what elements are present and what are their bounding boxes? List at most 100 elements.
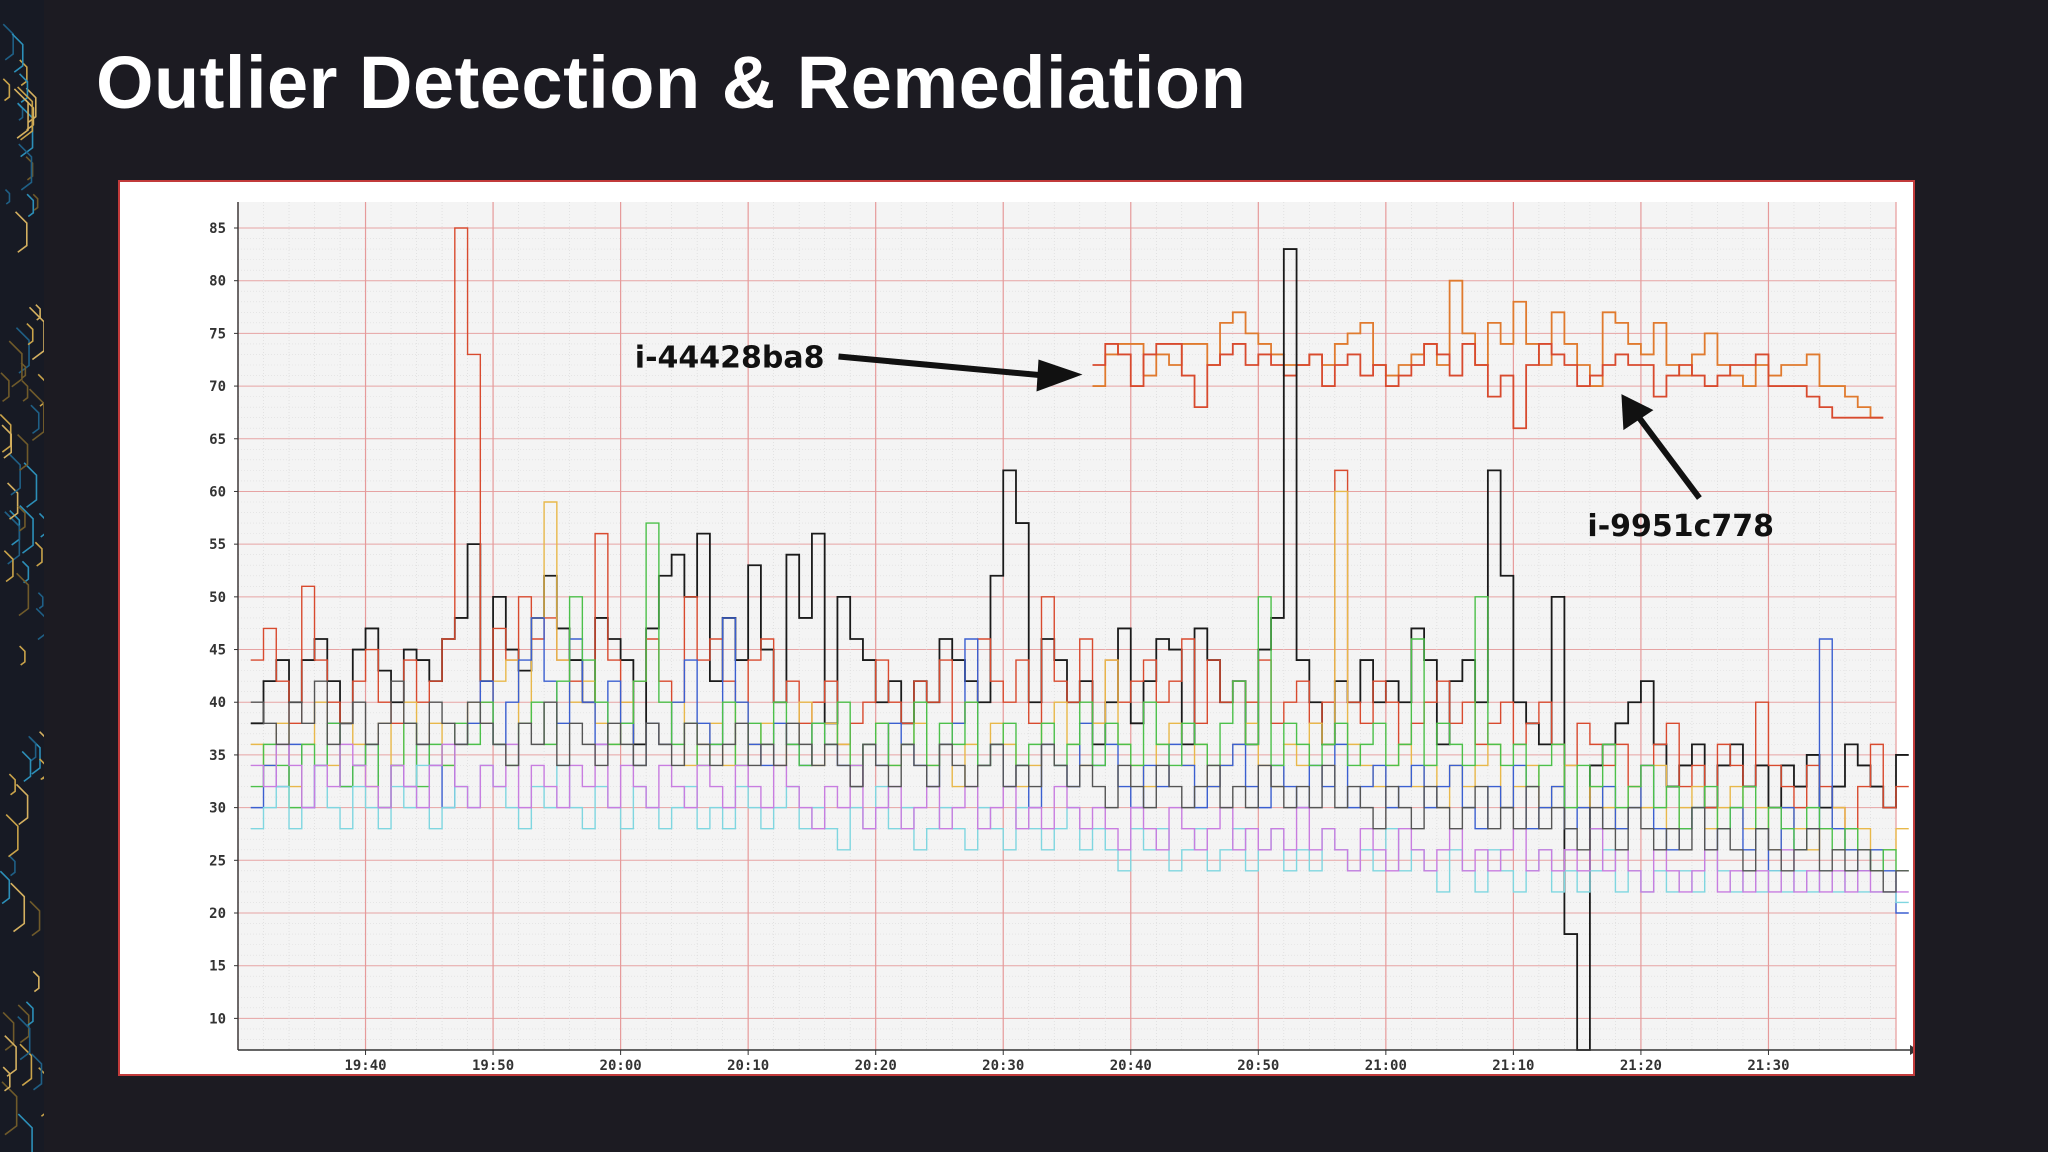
- circuit-trace: [1, 1081, 18, 1136]
- circuit-trace: [28, 388, 44, 442]
- circuit-trace: [29, 900, 41, 937]
- chart-svg: 10 15 20 25 30 35 40 45 50 55 60 65 70 75 80 85 19:40 19:…: [120, 182, 1913, 1074]
- circuit-trace: [28, 306, 44, 361]
- x-axis-arrow-icon: [1910, 1045, 1913, 1055]
- x-tick-label: 21:30: [1747, 1058, 1789, 1074]
- circuit-trace: [17, 433, 29, 471]
- circuit-trace: [8, 855, 16, 877]
- circuit-trace: [8, 452, 21, 496]
- circuit-trace: [3, 550, 14, 583]
- arrow-up-left-icon: [1621, 394, 1654, 431]
- circuit-trace: [17, 102, 34, 158]
- circuit-trace: [15, 327, 30, 374]
- circuit-pattern-icon: [0, 0, 44, 1152]
- arrow-right-icon: [1036, 359, 1083, 392]
- y-tick-label: 15: [209, 959, 226, 975]
- annotation-label-1: i-44428ba8: [635, 341, 825, 376]
- x-tick-label: 21:10: [1492, 1058, 1534, 1074]
- circuit-trace: [18, 143, 33, 191]
- circuit-trace: [5, 813, 19, 858]
- circuit-trace: [21, 560, 30, 584]
- y-tick-label: 35: [209, 748, 226, 764]
- circuit-trace: [39, 758, 44, 781]
- y-tick-label: 25: [209, 853, 226, 869]
- circuit-trace: [38, 512, 44, 538]
- x-tick-label: 20:30: [982, 1058, 1024, 1074]
- series-line-9: [250, 680, 1909, 893]
- circuit-trace: [30, 404, 40, 435]
- circuit-trace: [2, 78, 11, 102]
- y-tick-label: 75: [209, 326, 226, 342]
- circuit-trace: [32, 970, 40, 993]
- series-line-0: [1092, 279, 1884, 419]
- y-tick-label: 70: [209, 379, 226, 395]
- circuit-trace: [17, 86, 34, 141]
- plot-area: [238, 202, 1896, 1050]
- series-line-1: [1092, 343, 1884, 430]
- chart-watermark: RRDTOOL / TOBI OETIKER: [1911, 208, 1913, 354]
- series-group: [250, 227, 1909, 1051]
- circuit-trace: [10, 882, 26, 933]
- circuit-trace: [17, 505, 26, 532]
- circuit-trace: [23, 462, 38, 508]
- circuit-trace: [8, 773, 16, 796]
- y-tick-label: 85: [209, 221, 226, 237]
- x-tick-label: 21:00: [1365, 1058, 1407, 1074]
- x-tick-label: 19:50: [472, 1058, 514, 1074]
- circuit-trace: [4, 189, 11, 205]
- annotation-arrow-line-2: [1637, 416, 1702, 500]
- circuit-trace: [26, 193, 35, 218]
- x-tick-label: 20:10: [727, 1058, 769, 1074]
- circuit-trace: [37, 592, 44, 610]
- y-tick-label: 10: [209, 1011, 226, 1027]
- x-tick-label: 20:50: [1237, 1058, 1279, 1074]
- circuit-trace: [1, 424, 13, 459]
- annotation-arrow-line-1: [838, 353, 1045, 379]
- circuit-trace: [30, 1053, 43, 1091]
- circuit-trace: [35, 607, 44, 641]
- circuit-trace: [4, 511, 21, 565]
- circuit-trace: [6, 482, 19, 520]
- circuit-trace: [25, 156, 34, 181]
- circuit-trace: [19, 645, 26, 666]
- x-tick-label: 20:40: [1110, 1058, 1152, 1074]
- x-tick-label: 21:20: [1620, 1058, 1662, 1074]
- circuit-trace: [14, 211, 28, 253]
- circuit-trace: [35, 304, 41, 321]
- x-tick-label: 20:20: [855, 1058, 897, 1074]
- x-tick-label: 19:40: [344, 1058, 386, 1074]
- y-tick-label: 80: [209, 274, 226, 290]
- circuit-trace: [15, 783, 29, 826]
- circuit-trace: [24, 98, 35, 131]
- circuit-trace: [8, 340, 23, 388]
- series-line-6: [250, 522, 1909, 872]
- circuit-trace: [13, 88, 29, 139]
- circuit-trace: [21, 750, 32, 783]
- chart-panel: 10 15 20 25 30 35 40 45 50 55 60 65 70 75 80 85 19:40 19:…: [118, 180, 1915, 1076]
- x-tick-label: 20:00: [600, 1058, 642, 1074]
- circuit-trace: [0, 372, 10, 403]
- circuit-trace: [4, 1035, 17, 1077]
- circuit-trace: [20, 362, 27, 379]
- circuit-trace: [2, 1066, 11, 1092]
- y-tick-label: 20: [209, 906, 226, 922]
- circuit-trace: [19, 1043, 33, 1087]
- circuit-trace: [0, 870, 11, 905]
- circuit-trace: [17, 1015, 31, 1061]
- circuit-trace: [34, 541, 43, 567]
- y-tick-label: 60: [209, 484, 226, 500]
- annotation-label-2: i-9951c778: [1587, 509, 1774, 544]
- circuit-trace: [2, 23, 14, 61]
- circuit-trace: [2, 1011, 15, 1051]
- series-line-3: [250, 227, 1909, 830]
- circuit-trace: [26, 322, 34, 346]
- circuit-trace: [28, 735, 37, 762]
- circuit-trace: [18, 73, 29, 103]
- circuit-trace: [32, 193, 39, 211]
- y-tick-label: 45: [209, 643, 226, 659]
- circuit-trace: [17, 1004, 30, 1044]
- y-tick-label: 30: [209, 801, 226, 817]
- circuit-trace: [17, 1113, 33, 1152]
- circuit-trace: [25, 1001, 34, 1026]
- circuit-trace: [11, 33, 24, 73]
